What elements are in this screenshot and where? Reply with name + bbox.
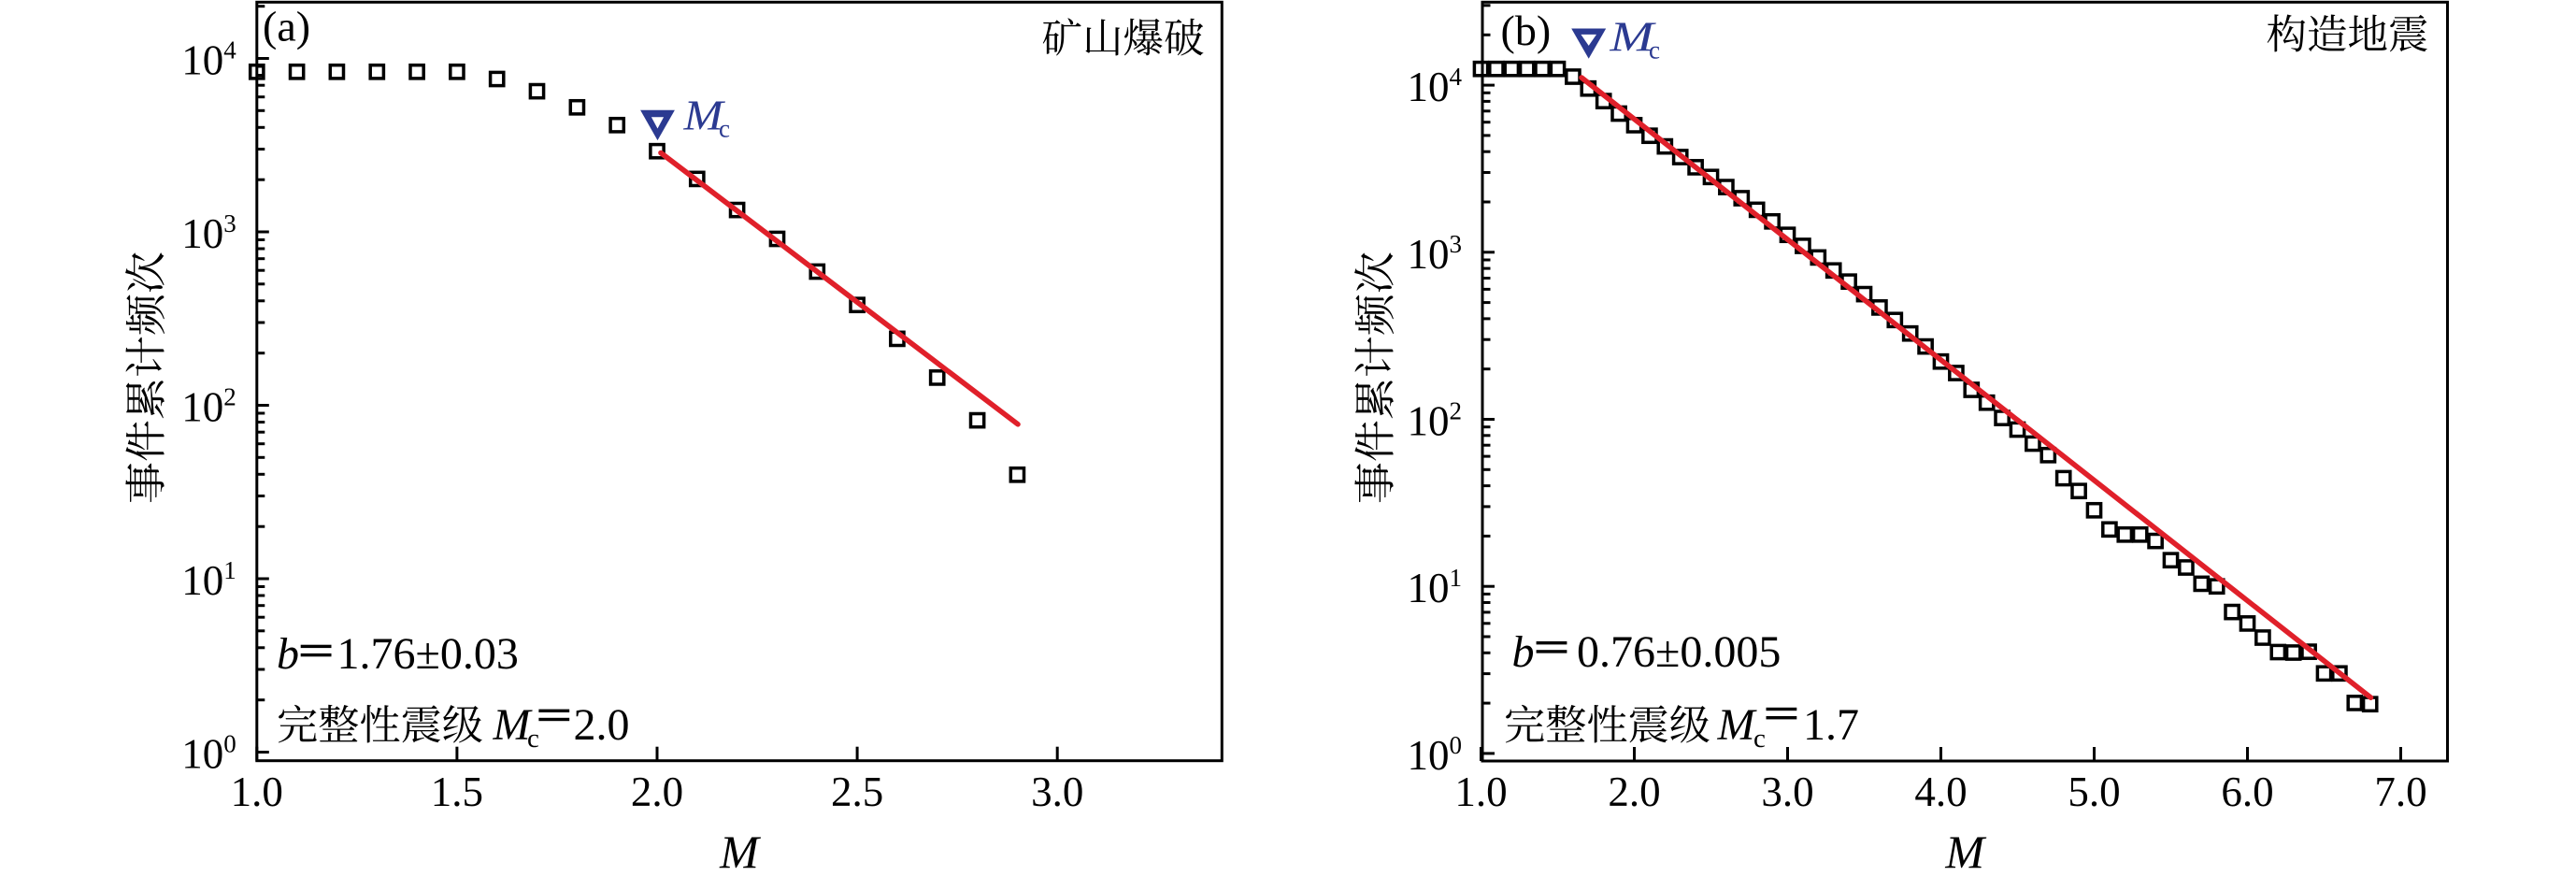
svg-text:102: 102: [181, 383, 236, 431]
svg-text:1.0: 1.0: [1454, 768, 1507, 815]
svg-text:c: c: [527, 724, 539, 754]
svg-text:M: M: [1609, 13, 1656, 61]
svg-text:4.0: 4.0: [1914, 768, 1967, 815]
svg-text:M: M: [1944, 826, 1986, 876]
svg-text:c: c: [719, 115, 730, 143]
svg-text:1.5: 1.5: [431, 768, 483, 815]
svg-text:c: c: [1649, 36, 1660, 65]
svg-text:104: 104: [1408, 63, 1463, 110]
svg-text:M: M: [493, 700, 534, 750]
svg-text:b: b: [1512, 627, 1535, 677]
svg-text:(b): (b): [1501, 7, 1552, 54]
svg-text:103: 103: [181, 209, 236, 257]
svg-text:(a): (a): [263, 3, 310, 50]
svg-text:M: M: [719, 826, 761, 876]
svg-text:3.0: 3.0: [1031, 768, 1083, 815]
svg-text:2.0: 2.0: [1608, 768, 1660, 815]
svg-text:101: 101: [1408, 564, 1463, 611]
svg-text:6.0: 6.0: [2221, 768, 2273, 815]
svg-text:2.0: 2.0: [631, 768, 683, 815]
svg-text:100: 100: [181, 730, 236, 778]
svg-text:2.5: 2.5: [831, 768, 883, 815]
svg-text:1.76±0.03: 1.76±0.03: [337, 629, 519, 679]
svg-text:5.0: 5.0: [2068, 768, 2120, 815]
svg-text:102: 102: [1408, 397, 1463, 445]
svg-text:M: M: [682, 93, 725, 139]
svg-text:M: M: [1717, 700, 1758, 750]
svg-text:101: 101: [181, 556, 236, 604]
svg-text:104: 104: [181, 36, 236, 84]
svg-text:0.76±0.005: 0.76±0.005: [1577, 627, 1781, 677]
svg-text:c: c: [1753, 724, 1766, 754]
svg-text:103: 103: [1408, 230, 1463, 278]
svg-text:b: b: [277, 629, 299, 679]
svg-text:1.7: 1.7: [1803, 700, 1859, 750]
svg-text:3.0: 3.0: [1761, 768, 1813, 815]
svg-text:1.0: 1.0: [231, 768, 283, 815]
svg-text:100: 100: [1408, 731, 1463, 779]
svg-text:7.0: 7.0: [2374, 768, 2426, 815]
svg-text:2.0: 2.0: [574, 700, 630, 750]
